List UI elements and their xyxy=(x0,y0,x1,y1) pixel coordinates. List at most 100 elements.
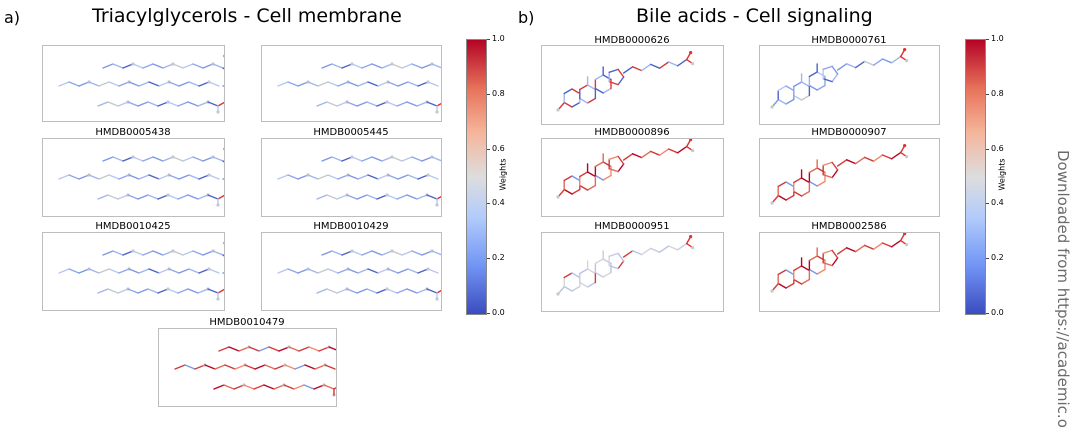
bond xyxy=(617,76,625,86)
bond xyxy=(571,175,581,182)
bond xyxy=(307,174,319,180)
bond xyxy=(426,101,438,107)
bond xyxy=(800,94,811,101)
molecule-graph xyxy=(277,249,441,301)
bond xyxy=(793,94,803,101)
bond xyxy=(197,194,209,200)
bond xyxy=(88,81,100,87)
bond xyxy=(341,63,353,69)
bond xyxy=(608,68,619,73)
bond xyxy=(192,156,204,162)
section-a-title: Triacylglycerols - Cell membrane xyxy=(92,5,402,27)
bond xyxy=(436,195,441,200)
bond xyxy=(102,250,114,256)
bond xyxy=(97,288,109,294)
bond xyxy=(78,81,90,87)
bond xyxy=(406,288,418,294)
bond xyxy=(376,288,388,294)
bond xyxy=(152,250,164,256)
bond xyxy=(417,268,429,274)
bond xyxy=(147,288,159,294)
bond xyxy=(347,81,359,87)
bond xyxy=(863,156,875,162)
panel-b2-caption: HMDB0000896 xyxy=(594,127,670,138)
colorbar-tick-label: 0.6 xyxy=(492,143,505,153)
bond xyxy=(421,250,433,256)
bond xyxy=(427,268,439,274)
bond xyxy=(88,174,100,180)
bond xyxy=(377,174,389,180)
bond xyxy=(594,271,604,278)
bond xyxy=(258,346,270,352)
bond xyxy=(162,250,174,256)
bond xyxy=(845,159,857,165)
bond xyxy=(816,180,826,187)
bond xyxy=(303,384,315,390)
bond xyxy=(594,258,604,265)
bond xyxy=(321,63,333,69)
bond xyxy=(571,272,581,279)
bond xyxy=(204,364,216,370)
bond xyxy=(78,268,90,274)
bond xyxy=(177,101,189,107)
bond xyxy=(326,101,338,107)
bond xyxy=(845,247,857,253)
bond xyxy=(357,174,369,180)
colorbar-tick-label: 0.8 xyxy=(991,88,1004,98)
bond xyxy=(347,268,359,274)
bond xyxy=(341,156,353,162)
bond xyxy=(387,174,399,180)
bond xyxy=(297,81,309,87)
bond xyxy=(192,250,204,256)
bond xyxy=(273,384,285,390)
bond xyxy=(426,194,438,200)
bond xyxy=(202,63,214,69)
bond xyxy=(579,97,589,104)
bond xyxy=(417,81,429,87)
bond xyxy=(777,194,787,201)
bond xyxy=(122,250,134,256)
bond xyxy=(401,156,413,162)
bond xyxy=(316,101,328,107)
bond xyxy=(58,268,70,274)
bond xyxy=(890,151,902,160)
bond xyxy=(132,63,144,69)
colorbar-tick-mark xyxy=(986,148,989,150)
bond xyxy=(367,81,379,87)
bond xyxy=(356,101,368,107)
colorbar-tick-label: 1.0 xyxy=(991,34,1004,43)
bond xyxy=(197,101,209,107)
bond xyxy=(356,288,368,294)
colorbar-tick-label: 0.4 xyxy=(492,198,505,208)
bond xyxy=(142,250,154,256)
bond xyxy=(357,81,369,87)
bond xyxy=(224,364,236,370)
bond xyxy=(785,269,795,276)
bond xyxy=(244,364,256,370)
molecule-graph xyxy=(556,51,695,112)
bond xyxy=(287,81,299,87)
bond xyxy=(631,250,643,256)
bond xyxy=(667,148,679,154)
bond xyxy=(808,255,818,262)
bond xyxy=(184,364,196,370)
bond xyxy=(785,98,795,105)
bond xyxy=(608,168,619,173)
bond xyxy=(128,174,140,180)
bond xyxy=(351,156,363,162)
atom xyxy=(556,108,560,112)
bond xyxy=(187,194,199,200)
bond xyxy=(177,288,189,294)
bond xyxy=(284,364,296,370)
bond xyxy=(808,167,818,174)
bond xyxy=(307,81,319,87)
bond xyxy=(278,346,290,352)
bond xyxy=(147,101,159,107)
bond xyxy=(640,63,652,72)
atom xyxy=(691,246,695,250)
bond xyxy=(147,194,159,200)
bond xyxy=(331,250,343,256)
bond xyxy=(406,101,418,107)
bond xyxy=(367,268,379,274)
bond xyxy=(361,156,373,162)
